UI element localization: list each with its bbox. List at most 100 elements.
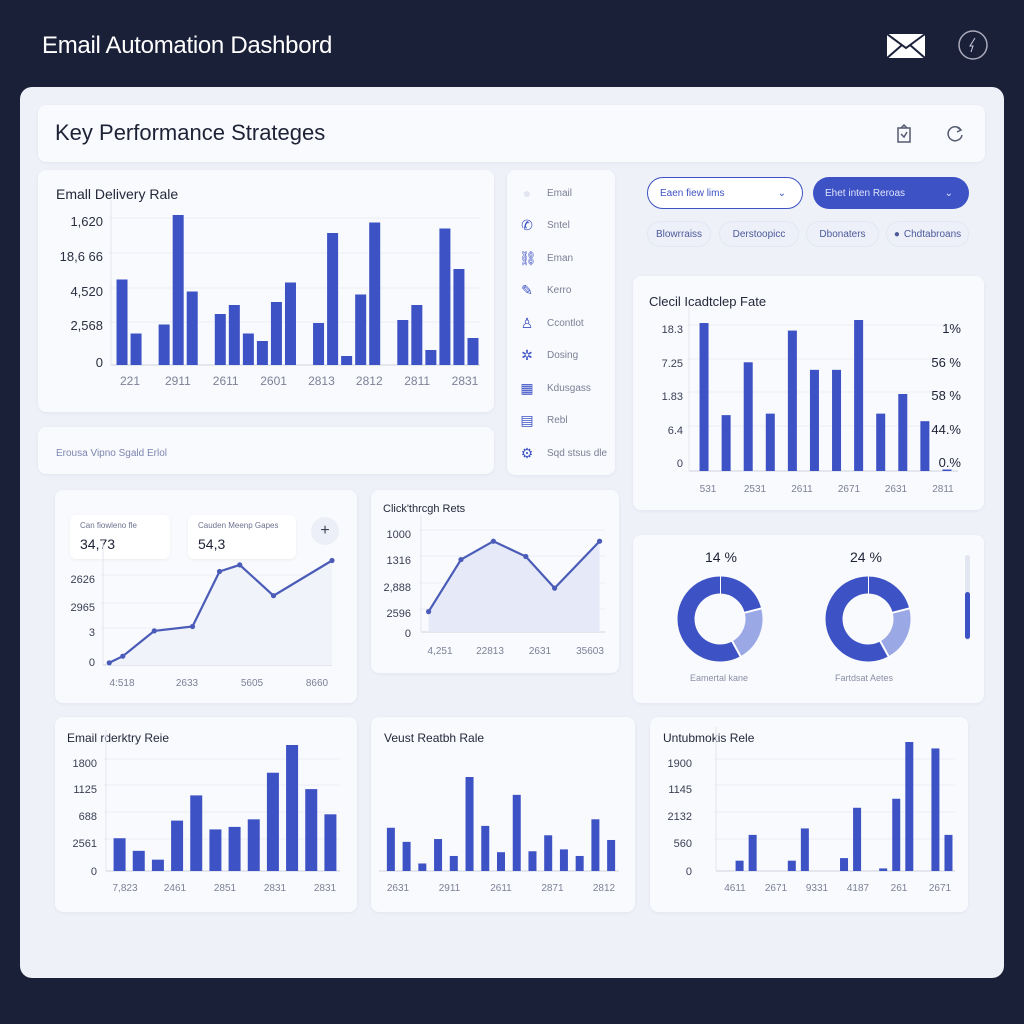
x-tick-label: 221 <box>120 374 140 388</box>
app-title: Email Automation Dashbord <box>42 32 332 59</box>
view-dropdown[interactable]: Eaen fiew lims ⌄ <box>647 177 803 209</box>
x-tick-label: 2631 <box>387 883 410 894</box>
donut-value: 24 % <box>850 549 882 565</box>
slice-separator <box>890 607 911 615</box>
y-tick-label: 1900 <box>668 758 692 770</box>
percent-label: 56 % <box>931 355 961 370</box>
report-dropdown[interactable]: Ehet inten Reroas ⌄ <box>813 177 969 209</box>
bar <box>214 314 226 365</box>
y-tick-label: 0 <box>89 657 95 669</box>
bottom-chart-card-2: Veust Reatbh Rale 2631 2911 2611 2871 2812 <box>371 717 635 912</box>
bar <box>467 338 479 365</box>
sidebar-item[interactable]: ✲ Dosing <box>519 346 578 366</box>
bar <box>942 469 952 471</box>
filter-chip[interactable]: Dbonaters <box>806 221 879 247</box>
bar <box>313 323 325 365</box>
sidebar-item[interactable]: ● Email <box>519 183 572 203</box>
donut-slice <box>677 576 741 662</box>
chevron-down-icon: ⌄ <box>944 187 953 199</box>
settings-icon: ⚙ <box>520 444 534 461</box>
user-icon: ♙ <box>520 314 534 331</box>
x-tick-label: 8660 <box>306 678 329 689</box>
sidebar-item[interactable]: ⛓ Eman <box>519 248 573 268</box>
bar <box>920 421 930 471</box>
bar <box>386 827 395 871</box>
slice-separator <box>730 639 743 659</box>
bar <box>735 860 744 871</box>
donut-label: Eamertal kane <box>690 673 749 683</box>
kpi-value: 34,73 <box>80 536 116 552</box>
bar <box>158 324 170 365</box>
bar-chart: 1800 1125 688 2561 0 7,823 2461 2851 2831 2831 <box>73 730 340 894</box>
sidebar-item[interactable]: ✆ Sntel <box>519 216 570 236</box>
x-tick-label: 2831 <box>314 883 337 894</box>
series-line <box>108 559 333 664</box>
bar <box>591 819 600 871</box>
data-point <box>458 556 464 563</box>
bar <box>465 777 474 871</box>
bar <box>931 748 940 871</box>
x-tick-label: 2631 <box>529 646 552 657</box>
y-tick-label: 1.83 <box>662 391 683 403</box>
kpi-line-chart: 2626 2965 3 0 4:518 2633 5605 8660 <box>71 540 335 689</box>
x-tick-label: 2671 <box>765 883 788 894</box>
y-tick-label: 560 <box>674 838 692 850</box>
bar <box>765 413 775 471</box>
bar <box>397 320 409 365</box>
sidebar-item[interactable]: ♙ Ccontlot <box>519 313 584 333</box>
donut-chart <box>825 576 911 662</box>
filter-chip[interactable]: ● Chdtabroans <box>886 221 969 247</box>
add-button[interactable]: + <box>311 517 339 545</box>
bolt-icon[interactable] <box>958 30 988 65</box>
x-tick-label: 2671 <box>838 484 861 495</box>
bar <box>905 742 914 871</box>
bar <box>840 858 849 871</box>
scrollbar-thumb[interactable] <box>965 592 970 639</box>
mail-icon[interactable] <box>886 33 926 64</box>
filter-chip[interactable]: Blowrraiss <box>647 221 711 247</box>
donut-slice <box>825 576 889 662</box>
x-tick-label: 2601 <box>260 374 287 388</box>
data-point <box>189 623 196 630</box>
bar <box>787 330 797 471</box>
x-tick-label: 4:518 <box>109 678 134 689</box>
bar <box>266 772 279 871</box>
x-tick-label: 2811 <box>932 484 954 495</box>
sidebar-item-label: Ccontlot <box>547 317 584 329</box>
phone-icon: ✆ <box>521 217 533 233</box>
percent-label: 58 % <box>931 388 961 403</box>
x-tick-label: 2671 <box>929 883 952 894</box>
bar-chart: 1900 1145 2132 560 0 4611 2671 9331 4187 261 2671 <box>668 727 955 894</box>
filter-chip[interactable]: Derstoopicc <box>719 221 799 247</box>
bar <box>242 333 254 365</box>
bar <box>854 320 864 471</box>
chart-title: Clecil Icadtclep Fate <box>649 294 767 309</box>
data-point <box>237 562 243 568</box>
click-through-chart: 1000 1316 2,888 2596 0 4,251 22813 2631 35603 <box>383 515 605 657</box>
bar <box>721 415 731 471</box>
main-panel: Key Performance Strateges Emall Delivery… <box>20 87 1004 978</box>
donut-value: 14 % <box>705 549 737 565</box>
bar <box>449 855 458 871</box>
x-tick-label: 4611 <box>724 883 746 894</box>
sidebar-item[interactable]: ✎ Kerro <box>519 281 571 301</box>
bar <box>434 839 443 871</box>
user-icon: ● <box>893 228 900 240</box>
data-point <box>523 553 529 560</box>
kpi-label: Cauden Meenp Gapes <box>198 521 279 530</box>
sidebar-item[interactable]: ▤ Rebl <box>519 411 567 431</box>
x-tick-label: 2831 <box>264 883 287 894</box>
sidebar-item-label: Sqd stsus dle <box>547 447 608 459</box>
y-tick-label: 1800 <box>73 758 97 770</box>
bar <box>171 820 184 871</box>
x-tick-label: 2531 <box>744 484 767 495</box>
y-tick-label: 1125 <box>73 784 97 796</box>
sidebar-item[interactable]: ⚙ Sqd stsus dle <box>519 443 607 463</box>
refresh-icon[interactable] <box>945 124 965 149</box>
bar <box>116 279 128 365</box>
percent-label: 44.% <box>931 422 961 437</box>
data-point <box>216 568 223 575</box>
bar <box>898 393 908 471</box>
sidebar-item[interactable]: ▦ Kdusgass <box>519 378 591 398</box>
clipboard-icon[interactable] <box>895 123 913 149</box>
